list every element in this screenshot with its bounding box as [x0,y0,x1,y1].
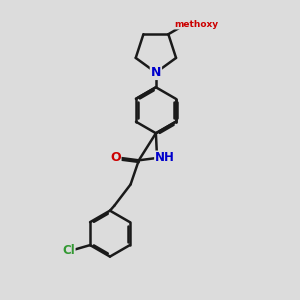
Text: O: O [110,152,121,164]
Text: NH: NH [155,152,175,164]
Text: Cl: Cl [62,244,75,257]
Text: N: N [151,66,161,79]
Text: methoxy: methoxy [175,20,219,29]
